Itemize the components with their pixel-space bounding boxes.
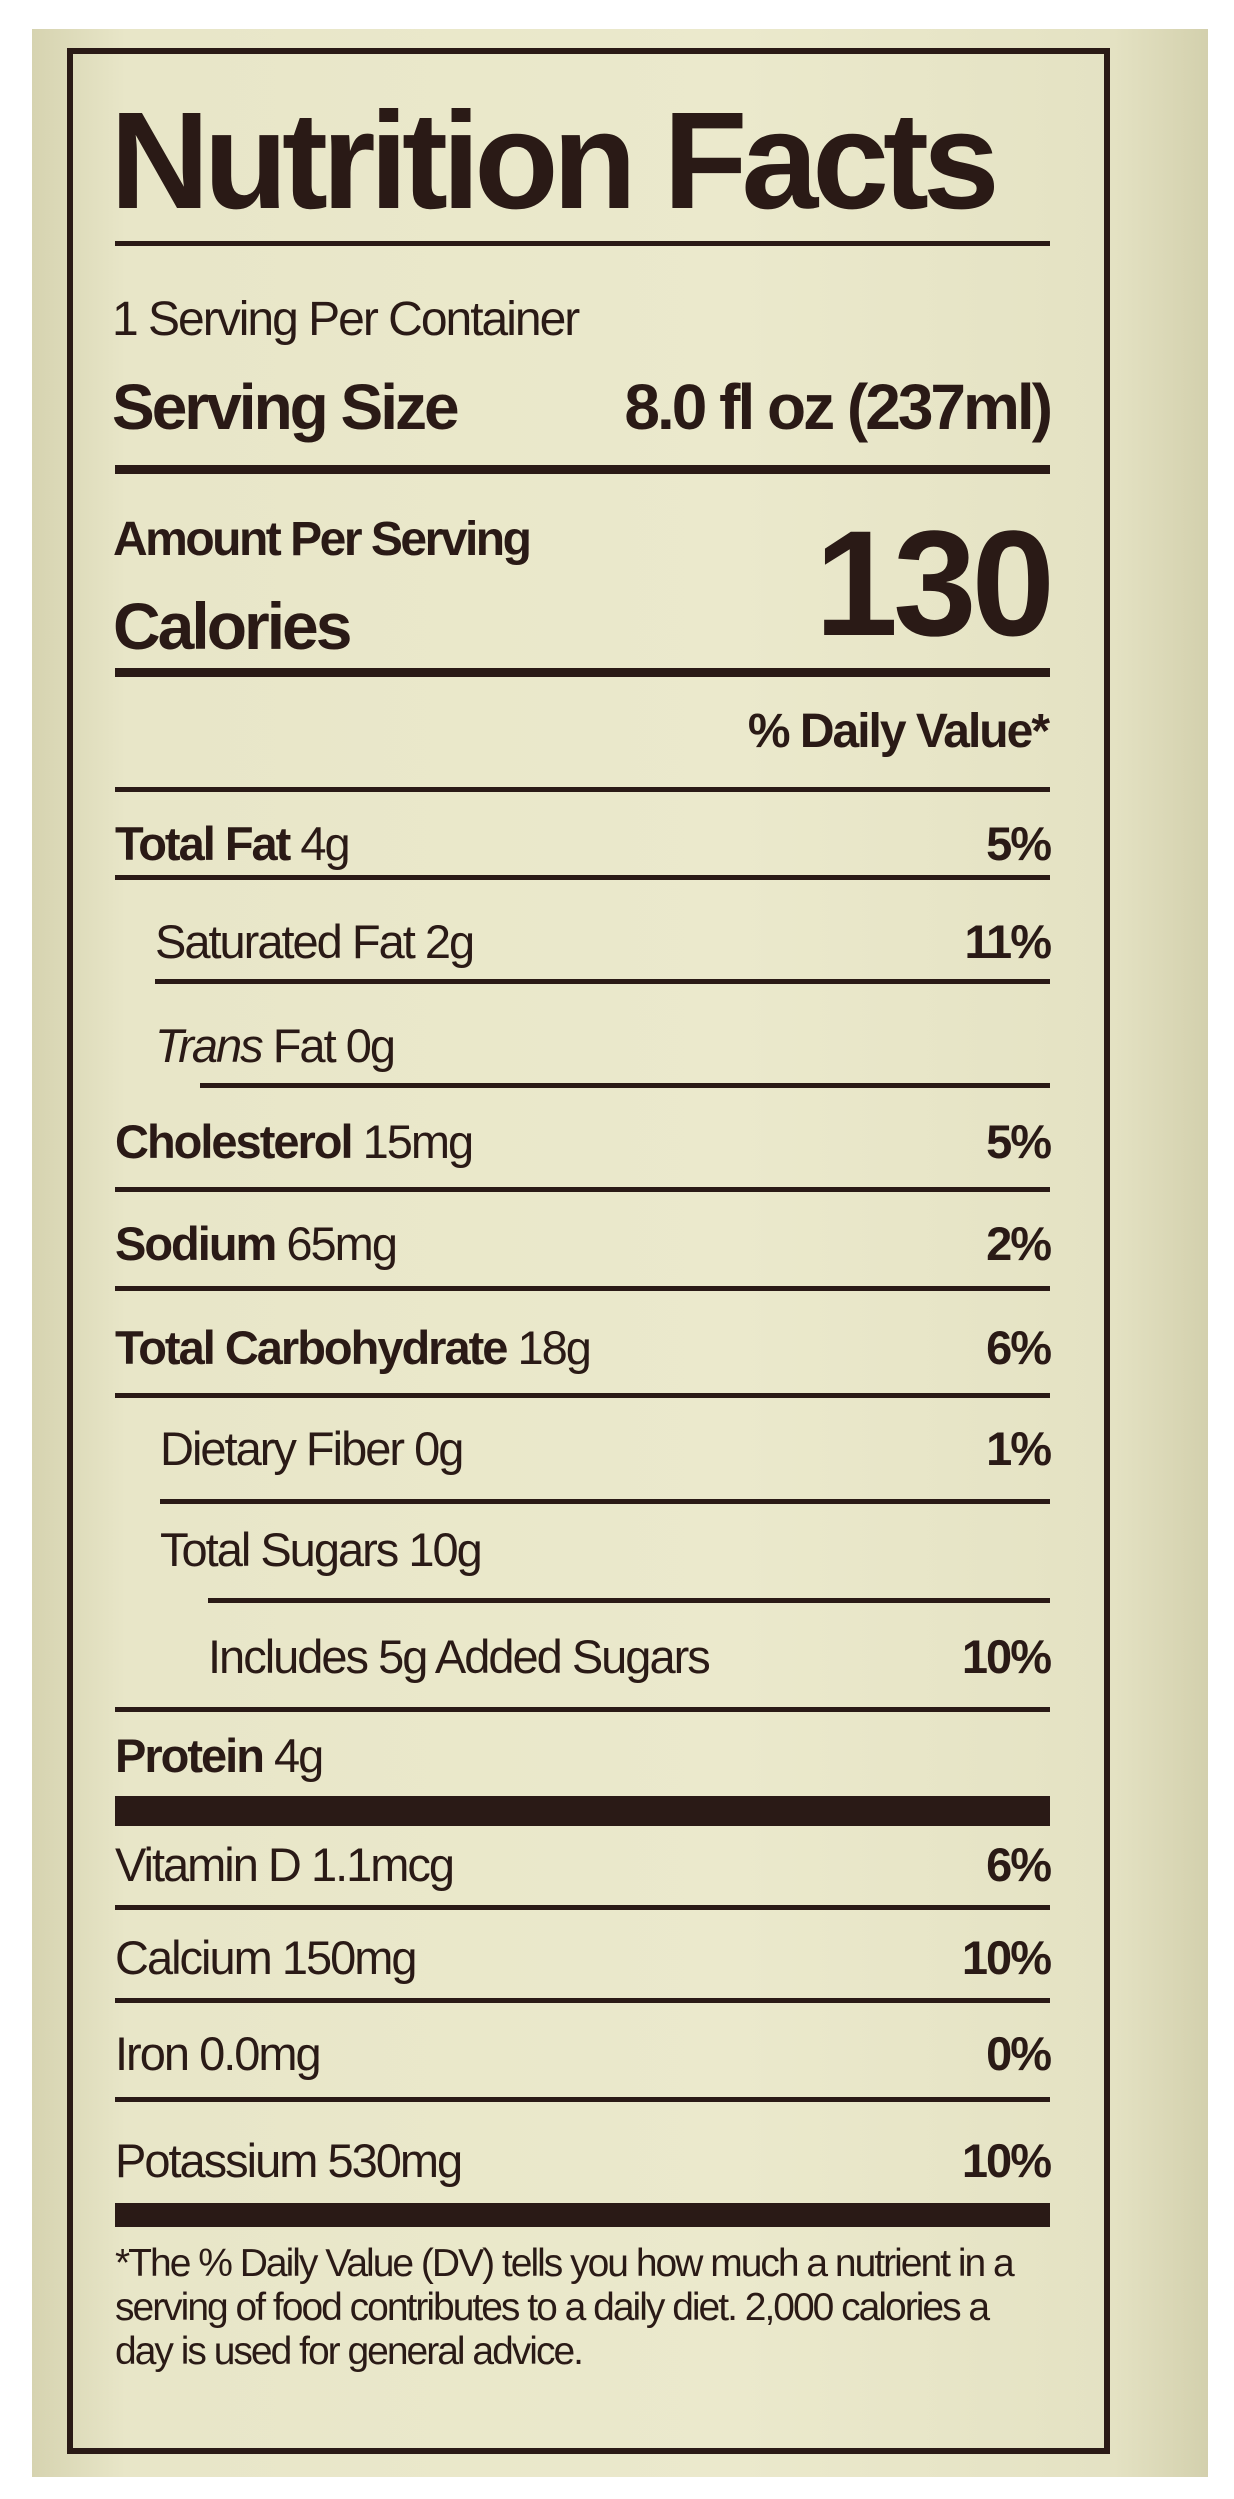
nutrient-dv: 2% <box>986 1216 1052 1270</box>
calories-label: Calories <box>113 589 352 663</box>
divider <box>115 2097 1050 2102</box>
nutrient-dv: 6% <box>986 1320 1052 1374</box>
daily-value-footnote: *The % Daily Value (DV) tells you how mu… <box>115 2242 1015 2373</box>
nutrient-row-protein: Protein 4g <box>115 1725 1050 1785</box>
nutrient-amount: 0g <box>414 1421 464 1475</box>
vitamin-name: Vitamin D <box>115 1837 302 1891</box>
divider <box>115 1905 1050 1910</box>
nutrient-row-total-sugars: Total Sugars 10g <box>160 1519 1050 1579</box>
nutrient-row-total-carbohydrate: Total Carbohydrate 18g 6% <box>115 1317 1052 1377</box>
divider <box>115 1187 1050 1192</box>
nutrient-row-saturated-fat: Saturated Fat 2g 11% <box>155 911 1052 971</box>
nutrient-amount: 65mg <box>286 1216 398 1270</box>
nutrient-name: Total Fat <box>115 816 291 870</box>
vitamin-amount: 1.1mcg <box>310 1837 455 1891</box>
nutrient-dv: 10% <box>961 1629 1052 1683</box>
daily-value-header: % Daily Value* <box>747 705 1050 758</box>
divider <box>155 979 1050 984</box>
nutrition-facts-border <box>67 48 1110 2454</box>
nutrient-row-total-fat: Total Fat 4g 5% <box>115 813 1052 873</box>
nutrient-name: Saturated Fat <box>155 914 416 968</box>
nutrient-amount: 10g <box>408 1522 482 1576</box>
serving-size-row: Serving Size 8.0 fl oz (237ml) <box>112 370 1053 444</box>
divider <box>115 1393 1050 1398</box>
vitamin-dv: 0% <box>986 2026 1052 2080</box>
nutrient-dv: 1% <box>986 1421 1052 1475</box>
nutrient-name: Protein <box>115 1728 265 1782</box>
serving-size-value: 8.0 fl oz (237ml) <box>624 371 1053 443</box>
divider <box>115 1707 1050 1712</box>
nutrient-amount: 2g <box>424 914 475 968</box>
calories-value: 130 <box>814 499 1055 667</box>
nutrient-name: Includes 5g Added Sugars <box>208 1629 711 1683</box>
nutrient-row-added-sugars: Includes 5g Added Sugars 10% <box>208 1626 1052 1686</box>
vitamin-dv: 6% <box>986 1837 1052 1891</box>
nutrient-name-suffix: Fat <box>272 1018 337 1072</box>
vitamin-row-iron: Iron 0.0mg 0% <box>115 2023 1052 2083</box>
nutrient-name: Dietary Fiber <box>160 1421 405 1475</box>
divider <box>115 1286 1050 1291</box>
nutrient-amount: 15mg <box>362 1114 475 1168</box>
vitamin-amount: 0.0mg <box>199 2026 322 2080</box>
divider <box>115 1998 1050 2003</box>
vitamin-row-vitamin-d: Vitamin D 1.1mcg 6% <box>115 1834 1052 1894</box>
vitamin-name: Calcium <box>115 1930 273 1984</box>
nutrient-row-dietary-fiber: Dietary Fiber 0g 1% <box>160 1418 1052 1478</box>
nutrient-name: Sodium <box>115 1216 277 1270</box>
divider <box>115 787 1050 792</box>
nutrient-row-sodium: Sodium 65mg 2% <box>115 1213 1052 1273</box>
nutrient-name: Total Carbohydrate <box>115 1320 508 1374</box>
vitamin-name: Iron <box>115 2026 190 2080</box>
nutrient-amount: 4g <box>273 1728 324 1782</box>
divider-bar <box>115 2203 1050 2227</box>
divider <box>200 1083 1050 1088</box>
amount-per-serving: Amount Per Serving <box>113 513 532 566</box>
vitamin-row-potassium: Potassium 530mg 10% <box>115 2130 1052 2190</box>
nutrient-row-cholesterol: Cholesterol 15mg 5% <box>115 1111 1052 1171</box>
nutrient-name: Cholesterol <box>115 1114 354 1168</box>
nutrient-name: Trans <box>155 1018 264 1072</box>
divider-thick <box>115 465 1050 474</box>
vitamin-name: Potassium <box>115 2133 318 2187</box>
label-title: Nutrition Facts <box>110 84 1000 238</box>
vitamin-amount: 530mg <box>327 2133 463 2187</box>
serving-size-label: Serving Size <box>112 371 460 443</box>
nutrient-row-trans-fat: Trans Fat 0g <box>155 1015 1050 1075</box>
vitamin-dv: 10% <box>961 2133 1052 2187</box>
nutrient-amount: 0g <box>345 1018 396 1072</box>
divider-bar <box>115 1796 1050 1826</box>
label-background <box>32 29 1208 2477</box>
divider <box>208 1598 1050 1603</box>
vitamin-row-calcium: Calcium 150mg 10% <box>115 1927 1052 1987</box>
nutrient-name: Total Sugars <box>160 1522 399 1576</box>
divider-thick <box>115 668 1050 677</box>
nutrient-dv: 5% <box>986 816 1052 870</box>
divider <box>115 875 1050 880</box>
divider <box>115 241 1050 246</box>
vitamin-amount: 150mg <box>281 1930 418 1984</box>
vitamin-dv: 10% <box>961 1930 1052 1984</box>
nutrient-amount: 18g <box>517 1320 591 1374</box>
nutrient-dv: 11% <box>964 914 1052 968</box>
divider <box>160 1499 1050 1504</box>
servings-per-container: 1 Serving Per Container <box>112 293 580 346</box>
nutrient-dv: 5% <box>986 1114 1052 1168</box>
nutrient-amount: 4g <box>300 816 350 870</box>
